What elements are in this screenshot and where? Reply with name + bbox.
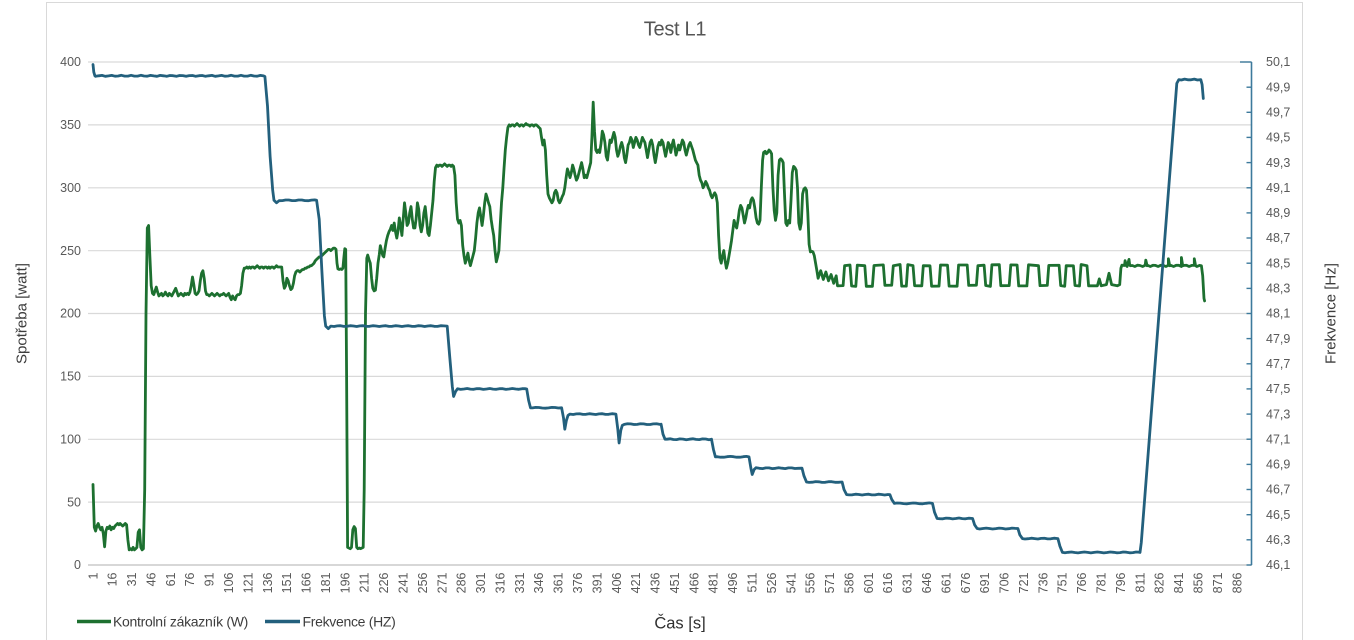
- svg-text:256: 256: [416, 572, 430, 593]
- svg-text:451: 451: [668, 572, 682, 593]
- svg-text:886: 886: [1230, 572, 1244, 593]
- svg-text:481: 481: [707, 572, 721, 593]
- svg-text:376: 376: [571, 572, 585, 593]
- svg-text:150: 150: [60, 370, 81, 384]
- svg-text:151: 151: [280, 572, 294, 593]
- svg-text:100: 100: [60, 432, 81, 446]
- svg-text:511: 511: [746, 572, 760, 592]
- svg-text:871: 871: [1211, 572, 1225, 593]
- svg-text:47,1: 47,1: [1266, 432, 1290, 446]
- svg-text:400: 400: [60, 55, 81, 69]
- svg-text:826: 826: [1153, 572, 1167, 593]
- svg-text:Test L1: Test L1: [644, 19, 707, 41]
- svg-text:0: 0: [74, 558, 81, 572]
- svg-text:350: 350: [60, 118, 81, 132]
- svg-text:406: 406: [610, 572, 624, 593]
- svg-text:46,3: 46,3: [1266, 533, 1290, 547]
- svg-text:421: 421: [629, 572, 643, 593]
- svg-text:616: 616: [881, 572, 895, 593]
- svg-text:211: 211: [358, 572, 372, 592]
- svg-text:46,1: 46,1: [1266, 558, 1290, 572]
- svg-text:47,9: 47,9: [1266, 332, 1290, 346]
- svg-text:301: 301: [474, 572, 488, 593]
- svg-text:706: 706: [998, 572, 1012, 593]
- svg-text:Spotřeba [watt]: Spotřeba [watt]: [14, 263, 31, 364]
- svg-text:48,7: 48,7: [1266, 231, 1290, 245]
- svg-text:736: 736: [1036, 572, 1050, 593]
- svg-text:48,1: 48,1: [1266, 307, 1290, 321]
- svg-text:Frekvence [Hz]: Frekvence [Hz]: [1323, 263, 1340, 364]
- svg-text:48,9: 48,9: [1266, 206, 1290, 220]
- svg-text:1: 1: [86, 572, 100, 579]
- svg-text:571: 571: [823, 572, 837, 593]
- svg-text:781: 781: [1095, 572, 1109, 593]
- svg-text:526: 526: [765, 572, 779, 593]
- svg-text:47,7: 47,7: [1266, 357, 1290, 371]
- svg-text:541: 541: [784, 572, 798, 593]
- svg-text:241: 241: [397, 572, 411, 593]
- svg-text:49,7: 49,7: [1266, 106, 1290, 120]
- svg-text:47,5: 47,5: [1266, 382, 1290, 396]
- svg-text:646: 646: [920, 572, 934, 593]
- svg-text:61: 61: [164, 572, 178, 586]
- svg-text:136: 136: [261, 572, 275, 593]
- svg-text:346: 346: [532, 572, 546, 593]
- svg-text:46: 46: [144, 572, 158, 586]
- svg-text:47,3: 47,3: [1266, 407, 1290, 421]
- svg-text:766: 766: [1075, 572, 1089, 593]
- svg-text:796: 796: [1114, 572, 1128, 593]
- svg-text:46,7: 46,7: [1266, 483, 1290, 497]
- svg-text:226: 226: [377, 572, 391, 593]
- svg-text:196: 196: [338, 572, 352, 593]
- svg-text:31: 31: [125, 572, 139, 586]
- svg-text:631: 631: [901, 572, 915, 593]
- svg-text:286: 286: [455, 572, 469, 593]
- svg-text:436: 436: [649, 572, 663, 593]
- svg-text:361: 361: [552, 572, 566, 593]
- svg-text:271: 271: [435, 572, 449, 593]
- svg-text:121: 121: [241, 572, 255, 593]
- svg-text:586: 586: [843, 572, 857, 593]
- svg-text:49,5: 49,5: [1266, 131, 1290, 145]
- svg-text:49,1: 49,1: [1266, 181, 1290, 195]
- svg-text:76: 76: [183, 572, 197, 586]
- svg-text:331: 331: [513, 572, 527, 593]
- svg-text:50: 50: [67, 495, 81, 509]
- svg-text:751: 751: [1056, 572, 1070, 593]
- svg-text:Frekvence (HZ): Frekvence (HZ): [303, 614, 396, 630]
- svg-text:46,9: 46,9: [1266, 458, 1290, 472]
- svg-text:91: 91: [203, 572, 217, 586]
- svg-text:841: 841: [1172, 572, 1186, 593]
- svg-text:Kontrolní zákazník (W): Kontrolní zákazník (W): [113, 614, 248, 630]
- svg-text:46,5: 46,5: [1266, 508, 1290, 522]
- svg-text:49,9: 49,9: [1266, 80, 1290, 94]
- svg-text:250: 250: [60, 244, 81, 258]
- svg-text:49,3: 49,3: [1266, 156, 1290, 170]
- svg-text:48,3: 48,3: [1266, 282, 1290, 296]
- svg-text:856: 856: [1192, 572, 1206, 593]
- svg-text:496: 496: [726, 572, 740, 593]
- svg-text:556: 556: [804, 572, 818, 593]
- svg-text:181: 181: [319, 572, 333, 593]
- svg-text:691: 691: [978, 572, 992, 593]
- svg-text:661: 661: [939, 572, 953, 593]
- svg-text:50,1: 50,1: [1266, 55, 1290, 69]
- svg-text:601: 601: [862, 572, 876, 593]
- svg-text:811: 811: [1133, 572, 1147, 592]
- svg-text:166: 166: [300, 572, 314, 593]
- svg-text:300: 300: [60, 181, 81, 195]
- svg-text:16: 16: [106, 572, 120, 586]
- svg-text:Čas [s]: Čas [s]: [654, 614, 705, 633]
- svg-text:721: 721: [1017, 572, 1031, 593]
- svg-text:200: 200: [60, 307, 81, 321]
- svg-text:106: 106: [222, 572, 236, 593]
- svg-text:391: 391: [590, 572, 604, 593]
- svg-text:316: 316: [494, 572, 508, 593]
- svg-text:48,5: 48,5: [1266, 256, 1290, 270]
- svg-text:466: 466: [687, 572, 701, 593]
- svg-text:676: 676: [959, 572, 973, 593]
